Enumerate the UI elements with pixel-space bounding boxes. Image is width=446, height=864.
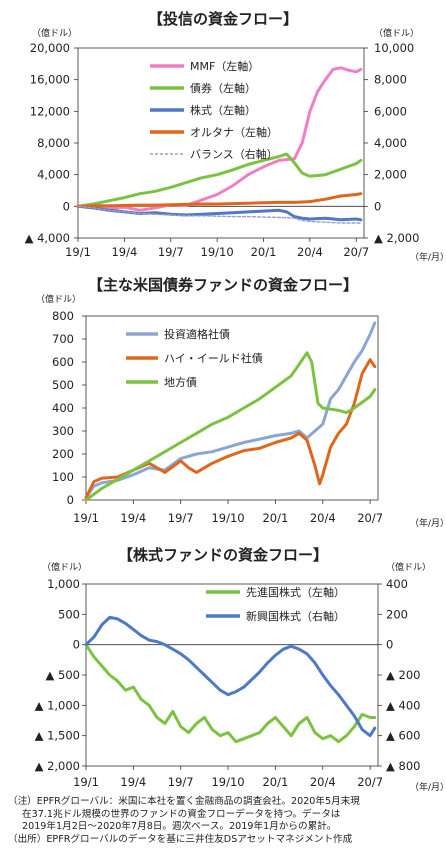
legend-label: ハイ・イールド社債 — [164, 351, 263, 365]
chart-title: 【投信の資金フロー】 — [148, 10, 298, 28]
x-tick-label: 20/7 — [343, 245, 369, 259]
y-left-tick-label: 0 — [63, 199, 70, 213]
y-left-tick-label: 800 — [52, 309, 74, 323]
y-right-tick-label: 0 — [386, 638, 393, 652]
x-tick-label: 20/7 — [357, 511, 383, 525]
y-left-tick-label: 0 — [67, 493, 74, 507]
plot-area — [77, 47, 365, 239]
x-tick-label: 19/1 — [65, 245, 91, 259]
y-right-tick-label: 4,000 — [374, 136, 407, 150]
x-tick-label: 19/10 — [211, 511, 244, 525]
y-right-tick-label: ▲ 600 — [386, 729, 420, 743]
y-right-tick-label: 0 — [374, 199, 381, 213]
y-left-tick-label: 100 — [52, 470, 74, 484]
y-left-tick-label: 0 — [73, 638, 80, 652]
x-unit: （年/月） — [410, 517, 446, 529]
legend-label: MMF（左軸） — [190, 59, 259, 73]
y-left-unit: （億ドル） — [32, 27, 77, 39]
y-left-tick-label: 600 — [52, 355, 74, 369]
legend-label: オルタナ（左軸） — [190, 125, 278, 139]
x-tick-label: 19/10 — [201, 245, 234, 259]
x-tick-label: 19/7 — [168, 511, 194, 525]
chart-title: 【株式ファンドの資金フロー】 — [118, 546, 328, 564]
x-tick-label: 20/1 — [262, 511, 288, 525]
x-unit: （年/月） — [410, 251, 446, 263]
mutual-fund-flow-chart: 【投信の資金フロー】 （億ドル） （億ドル） 20,000 16,000 12,000 8,… — [25, 10, 446, 263]
y-right-tick-label: 400 — [386, 577, 408, 591]
x-tick-label: 20/7 — [357, 775, 383, 789]
equity-fund-flow-chart: 【株式ファンドの資金フロー】 （億ドル） （億ドル） 1,000 500 0 ▲ 500 ▲ … — [35, 546, 446, 792]
series-line — [84, 643, 377, 744]
y-left-tick-label: ▲ 4,000 — [25, 231, 70, 245]
x-tick-label: 20/4 — [310, 775, 336, 789]
y-right-tick-label: 8,000 — [374, 73, 407, 87]
legend-label: 投資適格社債 — [164, 327, 230, 341]
legend-label: 債券（左軸） — [190, 81, 256, 95]
y-left-tick-label: 16,000 — [30, 73, 70, 87]
legend-label: 株式（左軸） — [190, 103, 256, 117]
series-line — [76, 192, 363, 208]
y-left-tick-label: 1,000 — [47, 577, 80, 591]
series-line — [76, 66, 363, 212]
x-tick-label: 19/7 — [158, 245, 184, 259]
y-left-unit: （億ドル） — [36, 293, 81, 305]
y-right-tick-label: 6,000 — [374, 104, 407, 118]
y-left-tick-label: 400 — [52, 401, 74, 415]
legend-label: 新興国株式（右軸） — [246, 609, 345, 623]
us-bond-fund-flow-chart: 【主な米国債券ファンドの資金フロー】 （億ドル） 800 700 600 500 400 30… — [36, 276, 446, 529]
legend-label: 先進国株式（左軸） — [246, 585, 345, 599]
y-left-tick-label: 12,000 — [30, 104, 70, 118]
footnote-line: 2019年1月2日～2020年7月8日。週次ベース。2019年1月からの累計。 — [22, 821, 337, 832]
y-right-tick-label: 200 — [386, 607, 408, 621]
footnote-line: （出所）EPFRグローバルのデータを基に三井住友DSアセットマネジメント作成 — [8, 833, 353, 845]
x-unit: （年/月） — [410, 781, 446, 792]
series-line — [84, 351, 377, 502]
y-left-tick-label: ▲ 1,500 — [35, 729, 80, 743]
y-left-tick-label: 300 — [52, 424, 74, 438]
y-left-tick-label: 700 — [52, 332, 74, 346]
x-tick-label: 20/4 — [297, 245, 323, 259]
y-left-unit: （億ドル） — [42, 561, 87, 573]
chart-title: 【主な米国債券ファンドの資金フロー】 — [88, 276, 358, 294]
series-line — [84, 615, 377, 738]
footnotes: （注）EPFRグローバル：米国に本社を置く金融商品の調査会社。2020年5月末現… — [8, 796, 440, 846]
legend-label: 地方債 — [164, 375, 197, 389]
x-tick-label: 19/1 — [73, 511, 99, 525]
y-right-tick-label: ▲ 200 — [386, 668, 420, 682]
x-tick-label: 19/7 — [168, 775, 194, 789]
footnote-line: 在37.1兆ドル規模の世界のファンドの資金フローデータを持つ。データは — [22, 808, 341, 820]
legend-label: バランス（右軸） — [190, 147, 278, 161]
y-left-tick-label: 200 — [52, 447, 74, 461]
y-left-tick-label: 500 — [52, 378, 74, 392]
y-left-tick-label: 500 — [58, 607, 80, 621]
series-line — [76, 152, 363, 208]
footnote-line: （注）EPFRグローバル：米国に本社を置く金融商品の調査会社。2020年5月末現 — [8, 796, 360, 807]
y-right-tick-label: 10,000 — [374, 41, 414, 55]
x-tick-label: 19/10 — [211, 775, 244, 789]
y-left-tick-label: 20,000 — [30, 41, 70, 55]
y-left-tick-label: ▲ 500 — [46, 668, 80, 682]
x-tick-label: 19/4 — [111, 245, 137, 259]
y-right-unit: （億ドル） — [386, 561, 431, 573]
y-right-tick-label: ▲ 800 — [386, 759, 420, 773]
x-tick-label: 20/4 — [310, 511, 336, 525]
y-left-tick-label: ▲ 2,000 — [35, 759, 80, 773]
y-right-unit: （億ドル） — [374, 27, 419, 39]
series-line — [84, 321, 377, 500]
y-left-tick-label: 4,000 — [37, 168, 70, 182]
y-left-tick-label: ▲ 1,000 — [35, 698, 80, 712]
x-tick-label: 20/1 — [251, 245, 277, 259]
x-tick-label: 20/1 — [262, 775, 288, 789]
y-left-tick-label: 8,000 — [37, 136, 70, 150]
x-tick-label: 19/4 — [120, 511, 146, 525]
series-line — [77, 205, 362, 224]
y-right-tick-label: ▲ 400 — [386, 698, 420, 712]
x-tick-label: 19/4 — [120, 775, 146, 789]
y-right-tick-label: 2,000 — [374, 168, 407, 182]
y-right-tick-label: ▲ 2,000 — [374, 231, 419, 245]
x-tick-label: 19/1 — [73, 775, 99, 789]
